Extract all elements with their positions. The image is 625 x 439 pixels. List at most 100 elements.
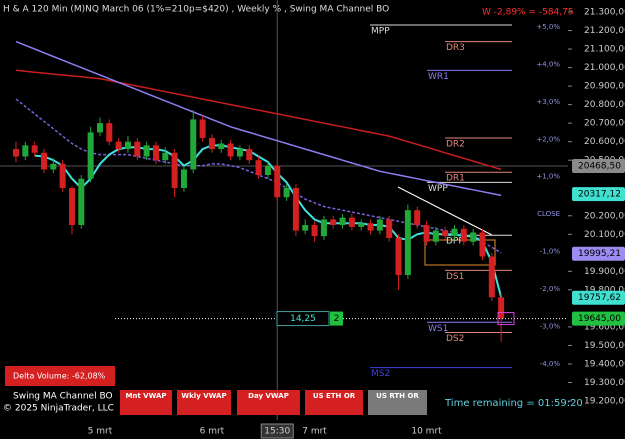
pivot-label: DR1 <box>446 174 465 184</box>
pivot-label: DS2 <box>446 334 464 344</box>
ma-line <box>15 69 502 171</box>
pivot-label: DR2 <box>446 139 465 149</box>
candle-body <box>376 219 383 231</box>
time-remaining: Time remaining = 01:59:20 <box>444 398 583 409</box>
toolbar-button[interactable] <box>368 390 427 415</box>
candle-body <box>311 225 318 237</box>
y-tick-label: 19.800,00 <box>584 285 625 295</box>
order-box <box>276 311 330 327</box>
candle-body <box>171 152 178 188</box>
price-tag-label: 19995,21 <box>578 249 621 259</box>
x-tick-label: 10 mrt <box>411 427 442 437</box>
candle-body <box>31 145 38 153</box>
percent-label: -3,0% <box>540 322 561 330</box>
price-tag <box>572 290 625 305</box>
candle-body <box>236 149 243 157</box>
price-tag <box>572 246 625 261</box>
candle-body <box>87 132 94 179</box>
candle-body <box>395 237 402 276</box>
candle-body <box>40 152 47 170</box>
y-tick-label: 19.400,00 <box>584 359 625 369</box>
x-tick-label: 15:30 <box>264 427 290 437</box>
order-qty: 2 <box>334 314 340 324</box>
candle-body <box>218 143 225 150</box>
candle-body <box>180 169 187 188</box>
candle-body <box>442 230 449 237</box>
candle-body <box>22 145 29 157</box>
price-tag-label: 19757,62 <box>578 293 621 303</box>
toolbar-button[interactable] <box>120 390 172 415</box>
candle-body <box>13 149 19 157</box>
candle-body <box>152 145 159 161</box>
crosshair-time-box <box>260 423 294 439</box>
price-tag-label: 20468,50 <box>578 162 621 172</box>
toolbar-button[interactable] <box>177 390 231 415</box>
candle-body <box>386 219 393 238</box>
y-tick-label: 19.900,00 <box>584 267 625 277</box>
toolbar-button[interactable] <box>237 390 300 415</box>
candle-body <box>78 178 85 226</box>
candle-body <box>134 141 141 157</box>
candle-body <box>283 187 290 198</box>
x-tick-label: 7 mrt <box>302 427 327 437</box>
candle-body <box>358 223 365 227</box>
order-qty-box <box>330 311 343 326</box>
candle-body <box>320 219 327 237</box>
y-tick-label: 19.200,00 <box>584 397 625 407</box>
percent-label: -4,0% <box>540 360 561 368</box>
candle-body <box>143 145 150 157</box>
candle-body <box>367 223 374 231</box>
candle-body <box>68 187 75 226</box>
button-label[interactable]: Mnt VWAP <box>125 392 166 400</box>
x-tick-label: 6 mrt <box>200 427 225 437</box>
y-tick-label: 20.200,00 <box>584 211 625 221</box>
candle-body <box>190 119 197 170</box>
delta-volume: Delta Volume: -62,08% <box>13 372 106 381</box>
candle-body <box>106 123 113 142</box>
delta-volume-box <box>5 366 115 386</box>
candle-body <box>292 187 299 231</box>
order-ticks: 14,25 <box>290 314 316 324</box>
percent-label: +1,0% <box>536 173 560 181</box>
candle-body <box>432 230 439 242</box>
ma-line <box>15 40 502 197</box>
button-label[interactable]: Day VWAP <box>248 392 289 400</box>
percent-label: -2,0% <box>540 285 561 293</box>
candle-body <box>498 297 505 319</box>
pivot-label: WPP <box>428 184 448 194</box>
candle-body <box>404 210 411 276</box>
chart-title: H & A 120 Min (M)NQ March 06 (1%=210p=$4… <box>3 5 389 15</box>
candle-body <box>414 210 421 226</box>
pivot-label: DPP <box>446 237 464 247</box>
candle-body <box>423 225 430 242</box>
candle-body <box>227 143 234 157</box>
price-tag <box>572 187 625 202</box>
candle-body <box>208 137 215 150</box>
candle-body <box>330 219 337 226</box>
price-tag-label: 19645,00 <box>578 314 621 324</box>
candle-body <box>246 149 253 161</box>
toolbar-button[interactable] <box>305 390 363 415</box>
percent-label: +4,0% <box>536 60 560 68</box>
candle-body <box>451 228 458 237</box>
pivot-label: MS2 <box>371 369 390 379</box>
y-tick-label: 19.500,00 <box>584 341 625 351</box>
button-label[interactable]: Wkly VWAP <box>181 392 226 400</box>
candle-body <box>59 163 66 188</box>
price-tag <box>572 159 625 174</box>
trend-line <box>397 186 493 236</box>
button-label[interactable]: US ETH OR <box>313 392 356 400</box>
y-tick-label: 19.300,00 <box>584 378 625 388</box>
percent-label: -1,0% <box>540 248 561 256</box>
y-tick-label: 20.800,00 <box>584 100 625 110</box>
candle-body <box>479 232 486 257</box>
candle-body <box>348 217 355 227</box>
price-tag-label: 20317,12 <box>578 190 621 200</box>
weekly-change: W -2,89% = -584,75 <box>482 8 574 18</box>
percent-label: +5,0% <box>536 23 560 31</box>
y-tick-label: 19.600,00 <box>584 322 625 332</box>
button-label[interactable]: US RTH OR <box>376 392 419 400</box>
